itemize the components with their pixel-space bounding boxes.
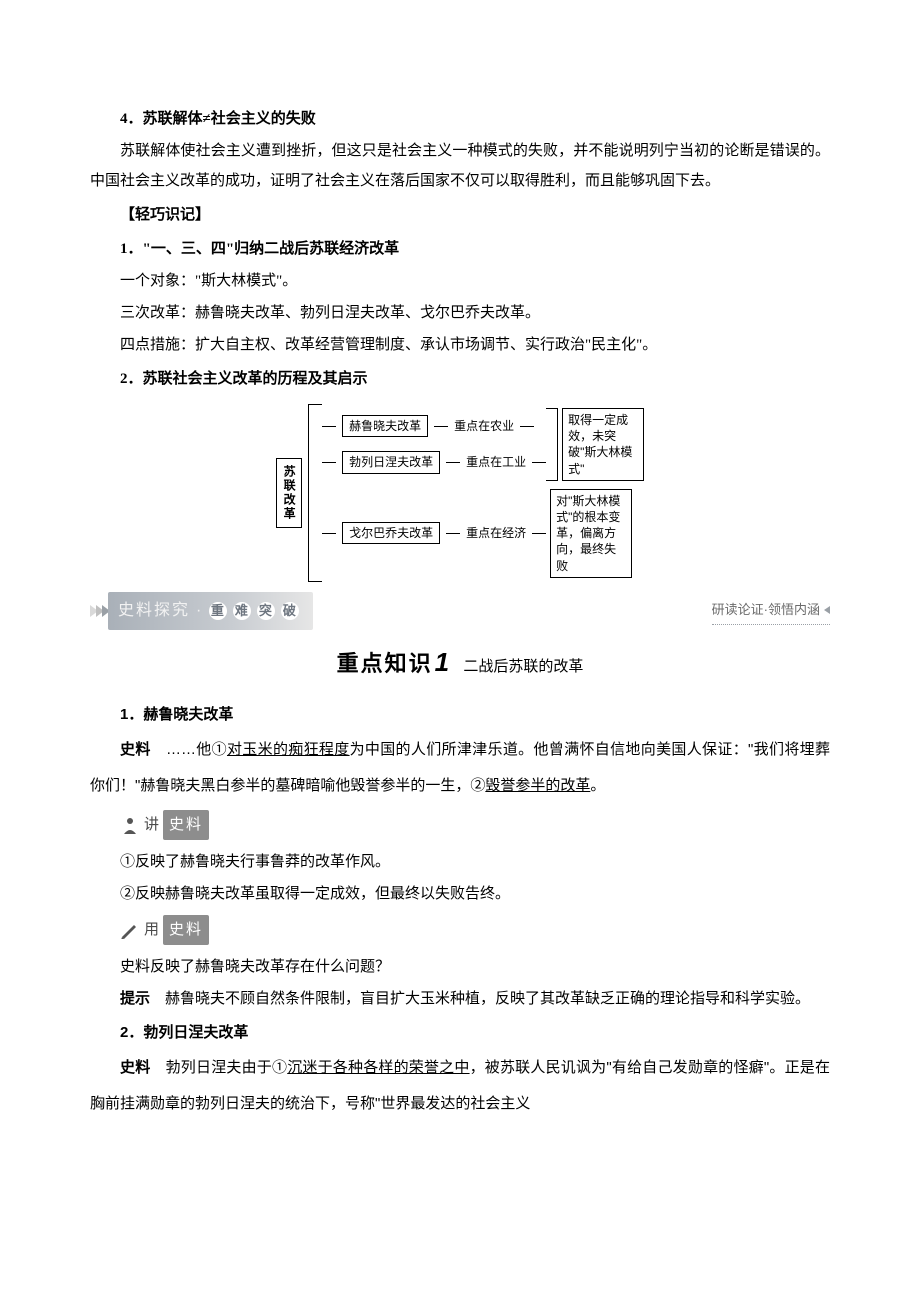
keypoint-main: 重点知识 [337,651,433,676]
banner-circle-3: 破 [281,602,299,620]
banner-circle-0: 重 [209,602,227,620]
k1-material: 史料 ……他①对玉米的痴狂程度为中国的人们所津津乐道。他曾满怀自信地向美国人保证… [90,732,830,804]
k1-u2: 毁誉参半的改革 [485,777,590,794]
k1-end: 。 [590,777,605,794]
diagram-row1-focus: 重点在工业 [466,454,526,470]
k1-lec2: ②反映赫鲁晓夫改革虽取得一定成效，但最终以失败告终。 [90,879,830,909]
hint-body: 赫鲁晓夫不顾自然条件限制，盲目扩大玉米种植，反映了其改革缺乏正确的理论指导和科学… [165,991,810,1007]
k2-title: 2．勃列日涅夫改革 [90,1018,830,1048]
lecture-tag: 讲 史料 [120,810,209,840]
banner-dot: · [196,595,203,627]
lecture-label: 史料 [163,810,209,840]
memo-heading: 【轻巧识记】 [90,200,830,230]
lecture-pre: 讲 [144,810,159,840]
k2-material: 史料 勃列日涅夫由于①沉迷于各种各样的荣誉之中，被苏联人民讥讽为"有给自己发勋章… [90,1050,830,1122]
section-banner: 史料探究 · 重 难 突 破 [90,596,313,626]
material-label: 史料 [120,741,151,758]
s4-heading: 4．苏联解体≠社会主义的失败 [90,104,830,134]
bracket-right-top [546,408,558,481]
material-label: 史料 [120,1059,150,1076]
bracket-left [308,404,322,582]
diagram-row0-name: 赫鲁晓夫改革 [342,415,428,437]
diagram-left-label: 苏联改革 [276,458,302,528]
diagram-row2-focus: 重点在经济 [466,525,526,541]
diagram-group-bottom: 戈尔巴乔夫改革 重点在经济 对"斯大林模式"的根本变革，偏离方向，最终失败 [322,489,644,578]
k1-pre: ……他① [166,741,227,758]
keypoint-sub: 二战后苏联的改革 [463,658,583,675]
banner-circle-2: 突 [257,602,275,620]
k2-u1: 沉迷于各种各样的荣誉之中 [287,1059,469,1076]
person-icon [120,816,140,834]
diagram-row1-name: 勃列日涅夫改革 [342,451,440,473]
banner-body: 史料探究 · 重 难 突 破 [108,592,313,630]
diagram-row-2: 戈尔巴乔夫改革 重点在经济 [322,492,546,575]
diagram-result-top: 取得一定成效，未突破"斯大林模式" [562,408,644,481]
diagram-row2-name: 戈尔巴乔夫改革 [342,522,440,544]
keypoint-num: 1 [435,647,449,677]
k1-u1: 对玉米的痴狂程度 [227,741,350,758]
reform-diagram: 苏联改革 赫鲁晓夫改革 重点在农业 勃列日涅夫改革 [90,404,830,582]
banner-right-text: 研读论证·领悟内涵 [712,597,830,625]
use-tag: 用 史料 [120,915,209,945]
memo-p1-title: 1．"一、三、四"归纳二战后苏联经济改革 [90,234,830,264]
k1-useq: 史料反映了赫鲁晓夫改革存在什么问题？ [90,952,830,982]
keypoint-heading: 重点知识1 二战后苏联的改革 [90,636,830,688]
banner-circle-1: 难 [233,602,251,620]
k1-hint: 提示 赫鲁晓夫不顾自然条件限制，盲目扩大玉米种植，反映了其改革缺乏正确的理论指导… [90,984,830,1014]
hint-label: 提示 [120,990,150,1007]
memo-p1-l3: 四点措施：扩大自主权、改革经营管理制度、承认市场调节、实行政治"民主化"。 [90,330,830,360]
banner-left-text: 史料探究 [118,595,190,627]
memo-p1-l2: 三次改革：赫鲁晓夫改革、勃列日涅夫改革、戈尔巴乔夫改革。 [90,298,830,328]
memo-p1-l1: 一个对象："斯大林模式"。 [90,266,830,296]
k1-lec1: ①反映了赫鲁晓夫行事鲁莽的改革作风。 [90,847,830,877]
use-pre: 用 [144,915,159,945]
use-label: 史料 [163,915,209,945]
diagram-row-1: 勃列日涅夫改革 重点在工业 [322,451,546,473]
diagram-result-bottom: 对"斯大林模式"的根本变革，偏离方向，最终失败 [550,489,632,578]
k2-pre: 勃列日涅夫由于① [166,1059,288,1076]
diagram-row0-focus: 重点在农业 [454,418,514,434]
diagram-row-0: 赫鲁晓夫改革 重点在农业 [322,415,546,437]
k1-title: 1．赫鲁晓夫改革 [90,700,830,730]
s4-body: 苏联解体使社会主义遭到挫折，但这只是社会主义一种模式的失败，并不能说明列宁当初的… [90,136,830,196]
pen-icon [120,921,140,939]
memo-p2-title: 2．苏联社会主义改革的历程及其启示 [90,364,830,394]
diagram-group-top: 赫鲁晓夫改革 重点在农业 勃列日涅夫改革 重点在工业 取得一定成效，未突破"斯大 [322,408,644,481]
section-banner-row: 史料探究 · 重 难 突 破 研读论证·领悟内涵 [90,596,830,626]
